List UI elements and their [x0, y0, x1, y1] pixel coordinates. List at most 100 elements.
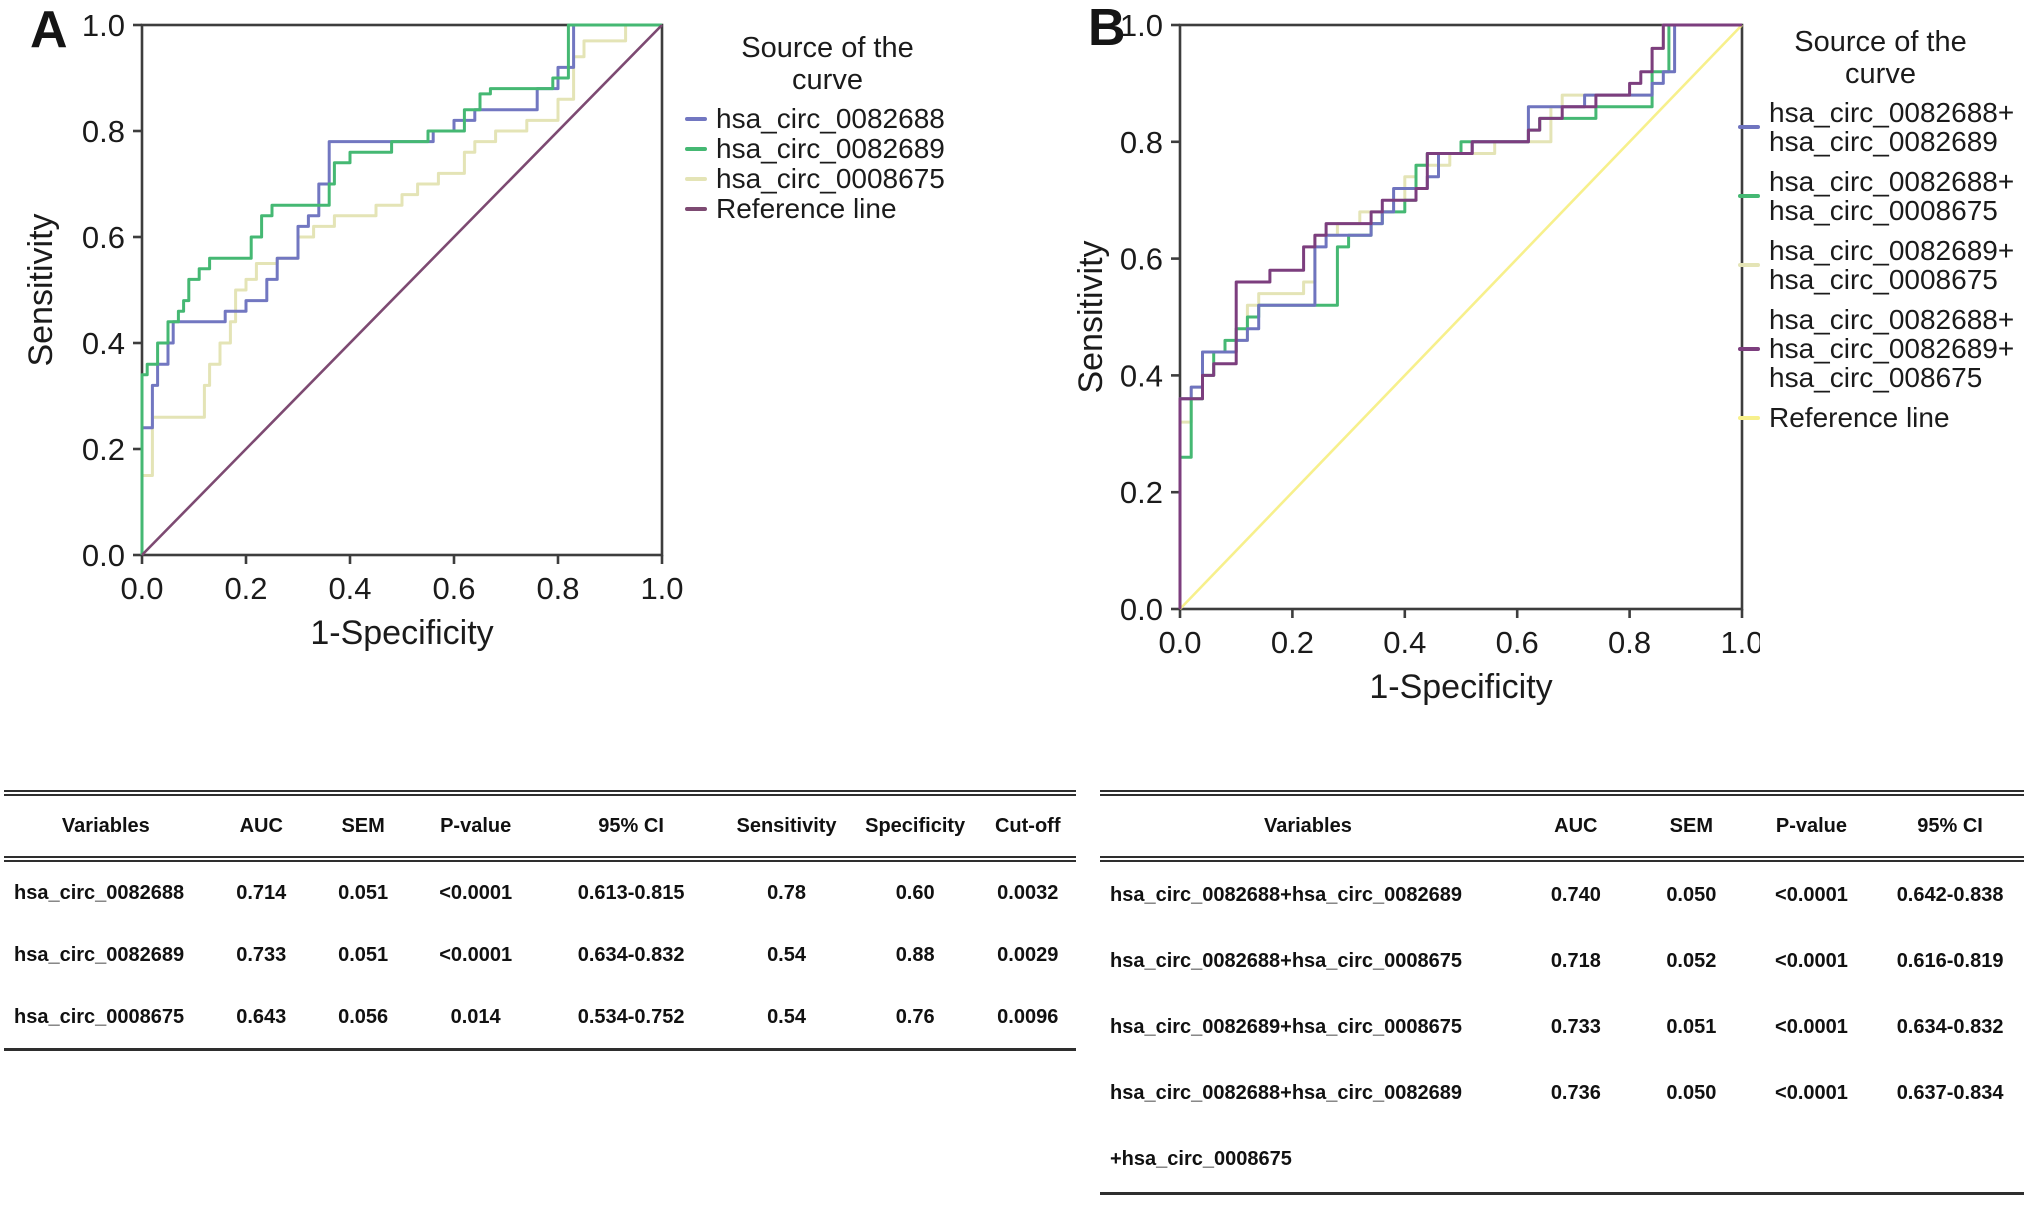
hsa-circ-0082688-hsa-circ-0082689-hsa-circ-008675-curve	[1178, 23, 1742, 609]
cell: 0.740	[1550, 883, 1601, 906]
cell: hsa_circ_0082688+hsa_circ_0082689	[1110, 883, 1462, 906]
roc-plot-b: 0.0 0.2 0.4 0.6 0.8 1.0 0.0 0.2 0.4 0.6 0.8 1.0 1-Sp…	[1072, 8, 1760, 706]
cell: 0.051	[1666, 1015, 1717, 1038]
x-tick-label: 0.2	[1271, 625, 1314, 660]
x-tick-label: 1.0	[640, 571, 683, 606]
y-tick-label: 0.8	[82, 114, 125, 149]
y-axis-label: Sensitivity	[22, 213, 60, 366]
cell	[1636, 1126, 1747, 1194]
legend-item: hsa_circ_0082688+ hsa_circ_0082689	[1738, 98, 2031, 156]
cell	[1516, 1126, 1636, 1194]
cell: 0.014	[450, 1005, 501, 1028]
legend-swatch-icon	[685, 147, 707, 151]
cell	[1747, 1126, 1876, 1194]
column-header-p-value: P-value	[411, 790, 540, 862]
table-row: hsa_circ_0082688+hsa_circ_0082689 0.740 0.…	[1100, 859, 2024, 928]
x-tick-label: 1.0	[1720, 625, 1760, 660]
cell: 0.056	[338, 1005, 389, 1028]
cell: 0.052	[1666, 949, 1717, 972]
cell: <0.0001	[1775, 949, 1848, 972]
legend-a: Source of the curve hsa_circ_0082688 hsa_ci…	[685, 32, 1015, 224]
y-tick-label: 1.0	[1120, 8, 1163, 43]
cell: 0.634-0.832	[1896, 1015, 2004, 1038]
hsa-circ-0082688-curve	[140, 23, 662, 555]
legend-item-label: hsa_circ_0082688+ hsa_circ_0008675	[1769, 166, 2015, 226]
cell: 0.0029	[997, 943, 1059, 966]
x-axis-label: 1-Specificity	[310, 614, 493, 652]
legend-item: hsa_circ_0008675	[685, 164, 1015, 194]
x-tick-label: 0.0	[120, 571, 163, 606]
legend-swatch-icon	[1738, 415, 1760, 420]
hsa-circ-0082689-curve	[140, 23, 662, 555]
y-tick-label: 0.4	[82, 326, 125, 361]
cell: 0.733	[1550, 1015, 1601, 1038]
cell: <0.0001	[439, 881, 513, 904]
plot-box	[1178, 23, 1744, 611]
cell: hsa_circ_0082689	[14, 943, 185, 966]
legend-item-label: hsa_circ_0082689	[716, 133, 945, 164]
column-header-variables: Variables	[4, 790, 208, 862]
legend-swatch-icon	[1738, 125, 1760, 129]
cell: 0.050	[1666, 883, 1717, 906]
cell: <0.0001	[1775, 883, 1848, 906]
y-tick-label: 0.8	[1120, 125, 1163, 160]
cell: 0.736	[1550, 1081, 1601, 1104]
panel-a-label: A	[30, 1, 68, 59]
x-tick-label: 0.6	[432, 571, 475, 606]
cell: 0.634-0.832	[577, 943, 685, 966]
x-tick-label: 0.8	[536, 571, 579, 606]
cell: 0.88	[895, 943, 935, 966]
plot-box	[140, 23, 664, 557]
legend-item: Reference line	[685, 194, 1015, 224]
cell	[1876, 1126, 2024, 1194]
cell: 0.76	[895, 1005, 935, 1028]
x-tick-label: 0.4	[328, 571, 371, 606]
table-row: hsa_circ_0082689+hsa_circ_0008675 0.733 0.…	[1100, 994, 2024, 1060]
cell: +hsa_circ_0008675	[1110, 1147, 1292, 1170]
legend-swatch-icon	[685, 117, 707, 121]
legend-swatch-icon	[685, 207, 707, 211]
column-header-p-value: P-value	[1746, 790, 1877, 862]
roc-stats-table-b: Variables AUC SEM P-value 95% CI hsa_circ_008…	[1100, 790, 2024, 1195]
table-row: hsa_circ_0082689 0.733 0.051 <0.0001 0.634-0…	[4, 924, 1076, 986]
cell: 0.714	[236, 881, 287, 904]
reference-line-curve	[141, 24, 663, 556]
y-tick-label: 0.6	[82, 220, 125, 255]
x-tick-label: 0.2	[224, 571, 267, 606]
legend-item: hsa_circ_0082689	[685, 134, 1015, 164]
column-header-sensitivity: Sensitivity	[722, 790, 851, 862]
legend-swatch-icon	[685, 177, 707, 181]
cell: 0.051	[338, 881, 389, 904]
column-header-auc: AUC	[1515, 790, 1636, 862]
table-row: hsa_circ_0082688+hsa_circ_0008675 0.718 0.…	[1100, 928, 2024, 994]
legend-title: Source of the curve	[741, 32, 914, 96]
hsa-circ-0008675-curve	[140, 23, 662, 555]
y-tick-label: 0.4	[1120, 358, 1163, 393]
y-tick-label: 0.0	[82, 538, 125, 573]
cell: 0.78	[767, 881, 806, 904]
table-row: hsa_circ_0082688 0.714 0.051 <0.0001 0.613-0…	[4, 859, 1076, 924]
cell: 0.637-0.834	[1896, 1081, 2004, 1104]
legend-swatch-icon	[1738, 346, 1760, 351]
cell: <0.0001	[439, 943, 513, 966]
column-header-specificity: Specificity	[850, 790, 980, 862]
cell: 0.642-0.838	[1896, 883, 2004, 906]
y-axis-label: Sensitivity	[1072, 240, 1110, 393]
legend-b: Source of the curve hsa_circ_0082688+ hsa_c…	[1738, 26, 2031, 443]
cell: 0.613-0.815	[577, 881, 685, 904]
cell: 0.050	[1666, 1081, 1717, 1104]
x-tick-label: 0.8	[1608, 625, 1651, 660]
column-header-sem: SEM	[314, 790, 412, 862]
x-axis-label: 1-Specificity	[1369, 668, 1552, 706]
legend-swatch-icon	[1738, 194, 1760, 198]
cell: <0.0001	[1775, 1081, 1848, 1104]
legend-item-label: hsa_circ_0008675	[716, 163, 945, 194]
roc-stats-table-a: Variables AUC SEM P-value 95% CI Sensitivity S…	[4, 790, 1076, 1051]
column-header-sem: SEM	[1635, 790, 1747, 862]
legend-item-label: Reference line	[716, 193, 897, 224]
cell: 0.54	[767, 943, 806, 966]
legend-swatch-icon	[1738, 263, 1760, 267]
legend-item: hsa_circ_0082688	[685, 104, 1015, 134]
cell: hsa_circ_0082688+hsa_circ_0082689	[1110, 1081, 1462, 1104]
